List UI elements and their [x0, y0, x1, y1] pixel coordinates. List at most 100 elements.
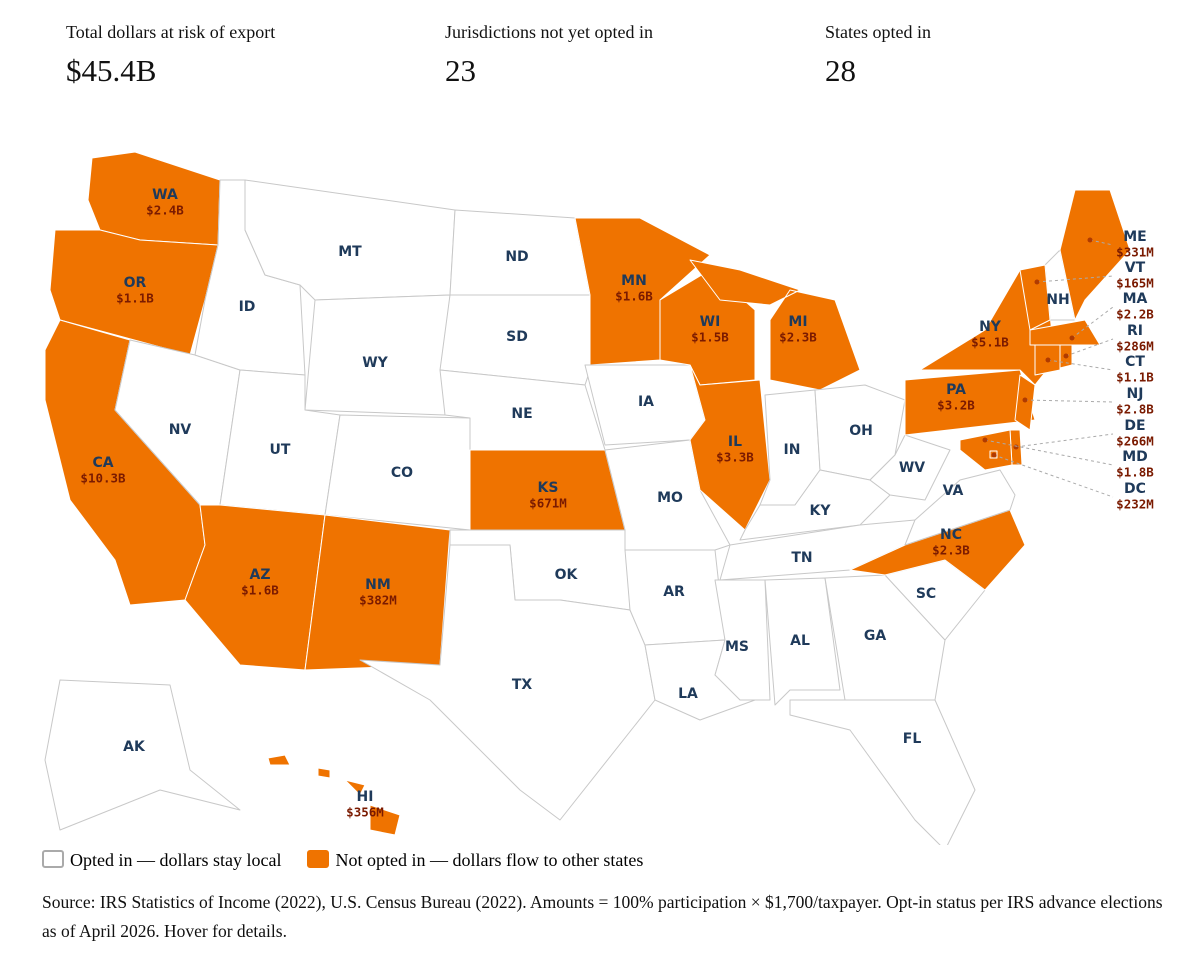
stat-label: States opted in — [825, 22, 931, 42]
state-label: NM — [365, 577, 391, 593]
state-amount: $5.1B — [971, 335, 1009, 350]
state-label: WV — [899, 460, 925, 476]
state-amount: $1.5B — [691, 330, 729, 345]
state-shape[interactable] — [904, 469, 1016, 546]
state-label: WI — [700, 314, 721, 330]
leader-line — [984, 439, 1114, 466]
state-amount: $1.8B — [1116, 465, 1154, 480]
leader-line — [1047, 359, 1114, 371]
state-label: WA — [152, 187, 178, 203]
state-shape[interactable] — [764, 577, 841, 706]
state-amount: $1.6B — [615, 289, 653, 304]
state-shape[interactable] — [904, 369, 1036, 436]
state-label: MT — [338, 244, 362, 260]
legend-label: Not opted in — dollars flow to other sta… — [335, 850, 644, 870]
state-label: MA — [1123, 291, 1148, 307]
leader-dot — [1087, 237, 1093, 243]
state-label: SC — [916, 586, 936, 602]
state-label: IN — [784, 442, 801, 458]
state-label: AL — [790, 633, 810, 649]
leader-dot — [1034, 279, 1040, 285]
stat-value: 23 — [445, 53, 476, 88]
state-label: LA — [678, 686, 698, 702]
stat-label: Jurisdictions not yet opted in — [445, 22, 653, 42]
state-shape[interactable] — [689, 364, 771, 531]
state-label: IA — [638, 394, 654, 410]
state-shape[interactable] — [789, 699, 976, 845]
state-label: MO — [657, 490, 683, 506]
state-amount: $1.1B — [1116, 370, 1154, 385]
state-label: ME — [1123, 229, 1147, 245]
state-label: NJ — [1127, 386, 1144, 402]
state-label: MD — [1122, 449, 1148, 465]
state-label: VT — [1125, 260, 1146, 276]
leader-dot — [982, 437, 988, 443]
leader-line — [1036, 275, 1114, 283]
state-label: FL — [903, 731, 922, 747]
state-label: NV — [169, 422, 192, 438]
state-amount: $286M — [1116, 339, 1154, 354]
state-label: WY — [362, 355, 388, 371]
state-label: NH — [1046, 292, 1069, 308]
state-amount: $3.2B — [937, 398, 975, 413]
state-shape[interactable] — [1029, 319, 1101, 346]
state-label: KY — [810, 503, 832, 519]
state-label: CO — [391, 465, 413, 481]
leader-line — [1089, 239, 1114, 246]
legend: Opted in — dollars stay local Not opted … — [42, 850, 643, 871]
state-label: AK — [123, 739, 146, 755]
state-label: MI — [788, 314, 807, 330]
state-label: TN — [791, 550, 812, 566]
state-amount: $10.3B — [80, 471, 126, 486]
map: WA$2.4BOR$1.1BCA$10.3BNVIDMTWYUTCOAZ$1.6… — [44, 151, 1154, 845]
state-shape[interactable] — [44, 679, 241, 831]
legend-item: Opted in — dollars stay local — [42, 850, 281, 871]
state-shape[interactable] — [267, 754, 401, 836]
state-label: ID — [239, 299, 256, 315]
state-label: KS — [538, 480, 559, 496]
stat-value: 28 — [825, 53, 856, 88]
state-amount: $382M — [359, 593, 397, 608]
leader-dot — [1045, 357, 1051, 363]
state-shape[interactable] — [1059, 189, 1131, 321]
state-label: UT — [270, 442, 291, 458]
state-shape[interactable] — [824, 574, 946, 701]
state-label: VA — [943, 483, 964, 499]
state-amount: $331M — [1116, 245, 1154, 260]
legend-label: Opted in — dollars stay local — [70, 850, 282, 870]
state-label: HI — [357, 789, 374, 805]
state-label: RI — [1127, 323, 1143, 339]
state-label: IL — [728, 434, 742, 450]
state-label: NY — [979, 319, 1002, 335]
leader-dot — [1069, 335, 1075, 341]
state-shape[interactable] — [1019, 264, 1051, 331]
stat-label: Total dollars at risk of export — [66, 22, 276, 42]
state-shape[interactable] — [869, 434, 951, 501]
state-amount: $671M — [529, 496, 567, 511]
state-shape[interactable] — [439, 294, 591, 386]
state-label: NC — [940, 527, 962, 543]
legend-swatch — [307, 850, 330, 868]
state-amount: $2.4B — [146, 203, 184, 218]
state-shape[interactable] — [959, 429, 1013, 471]
leader-line — [1071, 306, 1114, 339]
state-label: TX — [512, 677, 533, 693]
stat: States opted in 28 — [825, 22, 931, 89]
leader-dot — [1022, 397, 1028, 403]
legend-item: Not opted in — dollars flow to other sta… — [307, 850, 643, 871]
state-label: SD — [506, 329, 528, 345]
state-amount: $2.8B — [1116, 402, 1154, 417]
leader-dot — [1013, 444, 1019, 450]
state-label: CT — [1125, 354, 1145, 370]
state-amount: $2.3B — [779, 330, 817, 345]
leader-line — [1024, 399, 1114, 403]
state-label: MS — [725, 639, 749, 655]
state-label: OR — [124, 275, 147, 291]
source-note: Source: IRS Statistics of Income (2022),… — [42, 892, 1163, 941]
state-amount: $1.6B — [241, 583, 279, 598]
state-amount: $356M — [346, 805, 384, 820]
state-label: AZ — [250, 567, 271, 583]
state-label: AR — [663, 584, 685, 600]
state-label: PA — [946, 382, 966, 398]
